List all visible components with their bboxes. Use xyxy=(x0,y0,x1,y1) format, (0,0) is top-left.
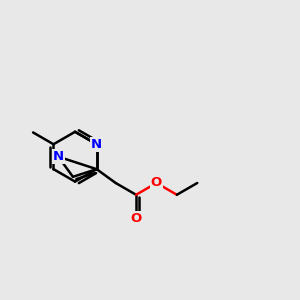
Text: O: O xyxy=(151,176,162,190)
Text: O: O xyxy=(130,212,142,225)
Text: N: N xyxy=(53,150,64,163)
Text: N: N xyxy=(91,138,102,151)
